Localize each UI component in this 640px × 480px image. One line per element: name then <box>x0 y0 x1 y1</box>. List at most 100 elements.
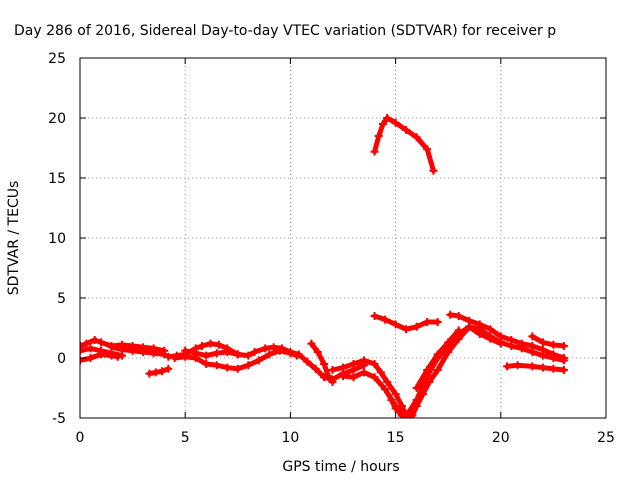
data-point <box>223 363 232 372</box>
data-point <box>261 344 270 353</box>
data-point <box>320 360 329 368</box>
x-tick-label: 5 <box>181 430 190 446</box>
series-track <box>328 356 411 418</box>
data-point <box>269 343 278 352</box>
data-point <box>538 338 547 347</box>
data-point <box>528 362 537 371</box>
data-point <box>549 350 558 359</box>
data-point <box>549 364 558 373</box>
data-series <box>80 114 568 418</box>
data-point <box>559 354 568 362</box>
data-point <box>475 320 484 329</box>
data-point <box>212 349 221 358</box>
chart-title: Day 286 of 2016, Sidereal Day-to-day VTE… <box>14 23 556 39</box>
data-point <box>429 166 438 175</box>
data-point <box>513 361 522 370</box>
data-point <box>402 126 411 134</box>
data-point <box>517 339 526 348</box>
x-tick-label: 10 <box>281 430 299 446</box>
data-point <box>202 360 211 368</box>
data-point <box>233 364 242 373</box>
x-tick-label: 25 <box>597 430 615 446</box>
data-point <box>339 372 347 380</box>
data-point <box>444 338 453 347</box>
x-axis-label: GPS time / hours <box>282 459 399 475</box>
data-point <box>374 132 383 140</box>
data-point <box>145 369 154 378</box>
data-point <box>223 348 232 356</box>
data-point <box>381 385 390 394</box>
data-point <box>139 348 148 356</box>
data-point <box>391 118 400 127</box>
data-point <box>286 349 295 358</box>
data-point <box>433 366 442 374</box>
series-track <box>145 364 173 378</box>
series-track <box>503 361 568 374</box>
data-point <box>86 354 95 362</box>
data-point <box>307 339 316 348</box>
data-point <box>254 356 263 365</box>
data-point <box>80 342 84 350</box>
series-track <box>181 346 242 360</box>
series-line <box>388 324 504 418</box>
series-track <box>370 312 442 334</box>
data-point <box>538 363 547 372</box>
data-point <box>233 350 242 359</box>
data-point <box>383 114 392 122</box>
data-point <box>423 366 432 374</box>
data-point <box>360 368 369 377</box>
data-point <box>496 332 505 341</box>
data-point <box>412 133 421 142</box>
y-tick-label: 20 <box>48 111 66 127</box>
data-point <box>275 346 284 355</box>
data-point <box>265 350 274 359</box>
data-point <box>549 340 558 349</box>
data-point <box>391 320 400 329</box>
data-point <box>328 378 337 386</box>
series-track <box>370 114 438 175</box>
data-point <box>349 360 358 368</box>
series-line <box>330 357 409 418</box>
data-point <box>538 345 547 354</box>
x-tick-label: 15 <box>387 430 405 446</box>
data-point <box>107 351 116 360</box>
y-tick-label: 10 <box>48 231 66 247</box>
series-track <box>107 343 169 359</box>
data-point <box>391 404 400 413</box>
data-point <box>206 339 215 348</box>
data-point <box>349 373 358 382</box>
data-point <box>97 338 106 347</box>
data-point <box>107 343 116 352</box>
data-point <box>198 342 207 350</box>
series-line <box>80 337 167 354</box>
data-point <box>503 362 512 371</box>
data-point <box>559 366 568 374</box>
data-point <box>370 147 379 156</box>
y-tick-label: 5 <box>57 291 66 307</box>
data-point <box>360 356 369 365</box>
data-point <box>423 145 432 154</box>
data-point <box>90 336 99 344</box>
data-point <box>387 396 396 404</box>
y-tick-label: 0 <box>57 351 66 367</box>
series-track <box>528 332 568 350</box>
data-point <box>402 325 411 334</box>
data-point <box>528 342 537 350</box>
x-tick-label: 0 <box>76 430 85 446</box>
y-tick-label: 25 <box>48 51 66 67</box>
data-point <box>128 346 137 355</box>
data-point <box>446 310 455 319</box>
data-point <box>381 315 390 324</box>
x-tick-label: 20 <box>492 430 510 446</box>
data-point <box>303 357 312 366</box>
data-point <box>528 332 537 341</box>
data-point <box>378 120 387 128</box>
data-point <box>292 351 301 360</box>
y-tick-label: 15 <box>48 171 66 187</box>
data-point <box>454 326 463 335</box>
series-track <box>80 350 122 365</box>
data-point <box>118 345 127 354</box>
series-track <box>446 310 568 362</box>
data-point <box>181 346 190 355</box>
